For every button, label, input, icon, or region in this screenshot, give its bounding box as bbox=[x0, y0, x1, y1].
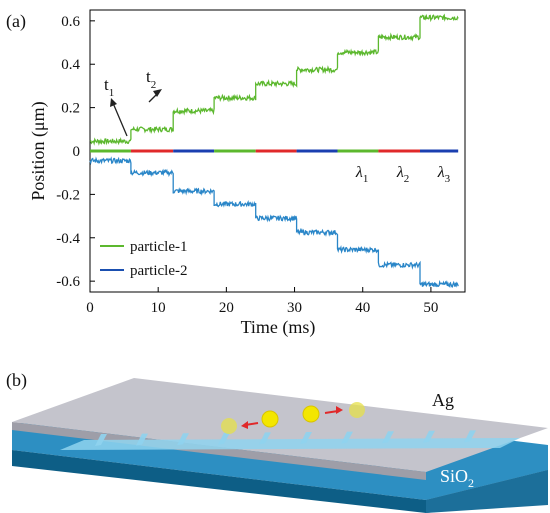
x-tick-label: 0 bbox=[86, 300, 94, 316]
waveguide-channel bbox=[60, 438, 520, 450]
series-group bbox=[89, 13, 459, 289]
stub bbox=[177, 433, 189, 446]
stub bbox=[136, 433, 148, 446]
substrate-front bbox=[426, 470, 548, 513]
t1-annotation: t1 bbox=[104, 75, 128, 137]
y-axis-label: Position (μm) bbox=[28, 101, 49, 200]
stub-array bbox=[95, 430, 476, 446]
arrow-right bbox=[324, 406, 343, 414]
y-tick-label: 0.6 bbox=[61, 14, 80, 30]
stub bbox=[382, 431, 394, 444]
t1-arrow bbox=[112, 102, 128, 137]
t1-text: t1 bbox=[104, 75, 114, 99]
t1-arrowhead bbox=[110, 98, 117, 107]
legend: particle-1 particle-2 bbox=[100, 239, 187, 279]
stub bbox=[95, 434, 107, 446]
chart-a: 0 10 20 30 40 50 -0.6 -0.4 -0.2 0 0.2 0.4 0.6 Time … bbox=[28, 9, 466, 338]
wavelength-label: λ2 bbox=[396, 164, 409, 185]
x-axis-label: Time (ms) bbox=[241, 317, 316, 338]
panel-b-label: (b) bbox=[6, 370, 27, 391]
x-axis: 0 10 20 30 40 50 bbox=[86, 287, 438, 316]
t2-text: t2 bbox=[146, 67, 156, 91]
x-tick-label: 20 bbox=[219, 300, 234, 316]
silver-film-top bbox=[12, 378, 548, 472]
nanoparticle-2 bbox=[261, 410, 279, 428]
y-tick-label: -0.6 bbox=[56, 274, 80, 290]
panel-a-label: (a) bbox=[6, 11, 26, 32]
y-axis: -0.6 -0.4 -0.2 0 0.2 0.4 0.6 bbox=[56, 14, 95, 290]
y-tick-label: 0 bbox=[73, 144, 81, 160]
x-tick-label: 50 bbox=[423, 300, 438, 316]
diagram-b: Ag SiO2 bbox=[12, 378, 548, 513]
arrow-left bbox=[241, 421, 259, 429]
y-tick-label: -0.4 bbox=[56, 231, 80, 247]
legend-label: particle-2 bbox=[130, 263, 187, 279]
silver-film-edge bbox=[12, 422, 426, 480]
y-tick-label: 0.4 bbox=[61, 57, 80, 73]
wavelength-labels: λ1 λ2 λ3 bbox=[355, 164, 451, 185]
metal-label: Ag bbox=[432, 390, 454, 410]
nanoparticle-1 bbox=[221, 418, 237, 434]
stub bbox=[464, 430, 476, 443]
y-tick-label: -0.2 bbox=[56, 187, 80, 203]
series-particle-1 bbox=[89, 13, 459, 146]
t2-arrowhead bbox=[153, 89, 162, 97]
substrate-label: SiO2 bbox=[440, 466, 474, 490]
x-tick-label: 10 bbox=[151, 300, 166, 316]
stub bbox=[341, 431, 353, 444]
nanoparticle-4 bbox=[349, 402, 365, 418]
wavelength-label: λ1 bbox=[355, 164, 368, 185]
wavelength-label: λ3 bbox=[437, 164, 451, 185]
y-tick-label: 0.2 bbox=[61, 101, 80, 117]
stub bbox=[218, 432, 230, 445]
stub bbox=[300, 432, 312, 444]
legend-label: particle-1 bbox=[130, 239, 187, 255]
t2-annotation: t2 bbox=[146, 67, 162, 103]
series-particle-2 bbox=[89, 156, 459, 289]
nanoparticle-3 bbox=[302, 405, 320, 423]
stub bbox=[423, 430, 435, 443]
x-tick-label: 40 bbox=[355, 300, 370, 316]
stub bbox=[259, 432, 271, 445]
x-tick-label: 30 bbox=[287, 300, 302, 316]
